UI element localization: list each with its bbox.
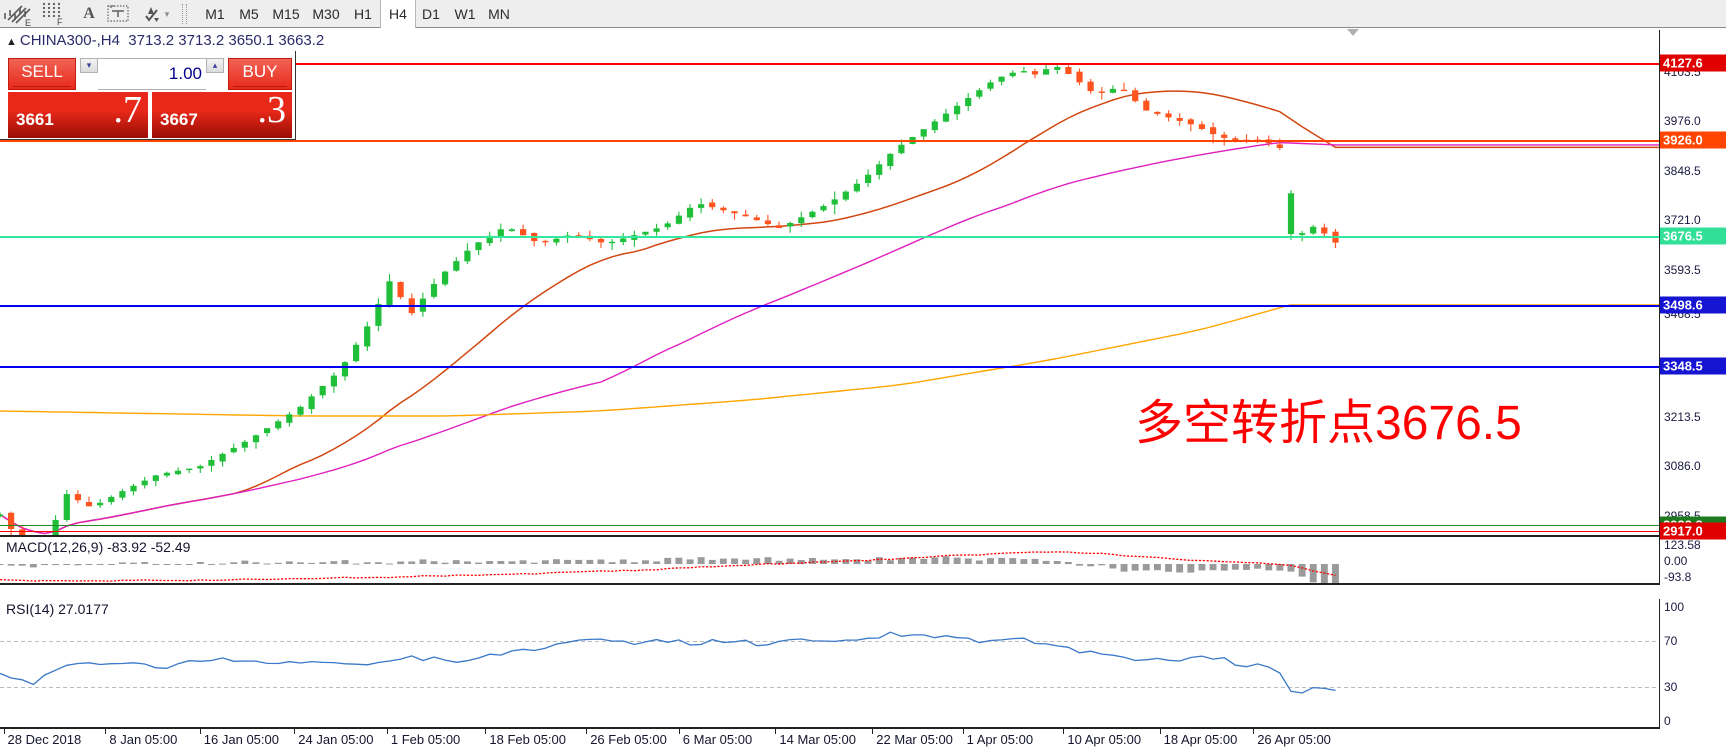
svg-text:E: E	[25, 18, 31, 28]
svg-text:F: F	[57, 17, 63, 27]
